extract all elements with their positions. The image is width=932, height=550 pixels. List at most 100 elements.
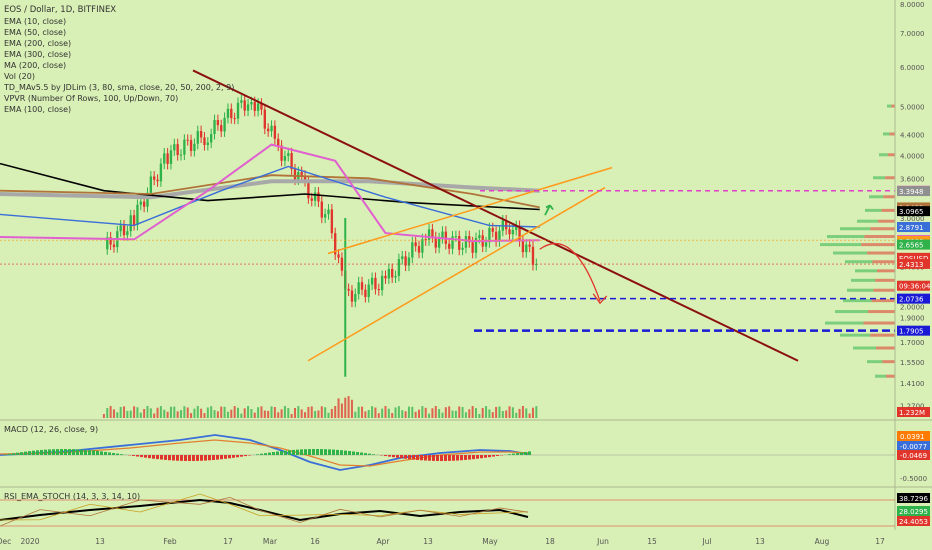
price-tag-text: 2.4313 (899, 261, 924, 269)
volume-profile-bar (869, 195, 884, 199)
macd-histogram-bar (260, 453, 263, 455)
macd-axis-label: -0.0469 (900, 452, 927, 460)
volume-bar (330, 408, 333, 418)
channel-upper-line[interactable] (327, 166, 613, 255)
volume-bar (317, 410, 320, 418)
candle (283, 156, 287, 161)
volume-bar (525, 408, 528, 418)
macd-pane[interactable]: 0.0391 -0.0077-0.0469 -0.5000 (0, 431, 930, 483)
price-tag: 09:36:04 (897, 280, 931, 291)
volume-bar (226, 411, 229, 418)
candle (417, 246, 421, 253)
volume-bar (293, 408, 296, 418)
price-tag-text: EOSUSD (899, 255, 928, 263)
macd-histogram-bar (416, 455, 419, 460)
volume-bar (176, 411, 179, 418)
candle (504, 220, 508, 230)
volume-bar (394, 407, 397, 418)
candle (437, 238, 441, 248)
volume-profile-bar (840, 227, 871, 231)
macd-histogram-bar (468, 455, 471, 460)
price-tag: 3.3948 (897, 186, 930, 197)
volume-bar (361, 406, 364, 418)
price-axis-label: 2.0000 (900, 304, 925, 312)
signal-line (0, 439, 529, 467)
candle (424, 239, 427, 241)
volume-bar (478, 413, 481, 418)
candle (277, 138, 280, 146)
macd-histogram-bar (120, 454, 123, 455)
macd-histogram-bar (452, 455, 455, 461)
candle (521, 241, 525, 253)
candle (236, 102, 240, 119)
macd-histogram-bar (156, 455, 159, 460)
price-axis-label: 5.0000 (900, 104, 925, 112)
volume-bar (501, 411, 504, 418)
volume-bar (451, 410, 454, 418)
volume-bar (320, 406, 323, 418)
volume-bar (444, 407, 447, 418)
candle (223, 117, 226, 132)
volume-bar (428, 413, 431, 418)
candle (474, 238, 478, 253)
volume-bar (458, 406, 461, 418)
study-legend: EOS / Dollar, 1D, BITFINEX EMA (10, clos… (3, 5, 234, 114)
volume-bar (277, 412, 280, 418)
time-axis-label: 15 (647, 537, 657, 546)
volume-bar (367, 410, 370, 418)
descending-trendline[interactable] (192, 69, 799, 362)
macd-histogram-bar (240, 455, 243, 457)
volume-profile-bar (833, 251, 868, 255)
macd-histogram-bar (360, 452, 363, 455)
price-tag-box (897, 325, 930, 336)
volume-bar (374, 407, 377, 418)
candle (169, 150, 173, 164)
candle (183, 139, 186, 155)
volume-bar (287, 408, 290, 418)
volume-bar (491, 412, 494, 418)
rsi-stoch-pane[interactable]: 38.7296 28.0295 24.4053 (0, 493, 930, 527)
macd-tag-box (897, 441, 930, 451)
channel-lower-line[interactable] (307, 186, 606, 362)
time-axis[interactable]: Dec 2020 13 Feb 17 Mar 16 Apr 13 May 18 Jun 15 Jul 13 A… (0, 537, 885, 546)
macd-histogram-bar (172, 455, 175, 461)
volume-profile-bar (870, 333, 895, 337)
candle (213, 120, 216, 135)
candle (367, 284, 370, 298)
macd-line (0, 434, 529, 471)
candle (173, 144, 176, 151)
macd-histogram-bar (348, 451, 351, 455)
candle (240, 100, 243, 103)
macd-histogram-bar (220, 455, 223, 460)
ma-200-line (0, 179, 540, 200)
macd-histogram-bar (212, 455, 215, 460)
projection-arrow (539, 243, 601, 302)
price-pane[interactable] (0, 69, 895, 418)
volume-bar (139, 412, 142, 418)
volume-bar (304, 412, 307, 418)
volume-bar (129, 410, 132, 418)
price-tag-text: 2.6565 (899, 242, 924, 250)
volume-bar (143, 409, 146, 418)
study-label: EMA (300, close) (4, 50, 71, 59)
volume-bar (384, 406, 387, 418)
candle (478, 235, 481, 239)
macd-histogram-bar (512, 453, 515, 455)
macd-histogram-bar (24, 451, 27, 455)
rsi-tag-box (897, 516, 930, 526)
price-axis-label: 3.0000 (900, 215, 925, 223)
candle (186, 139, 189, 141)
volume-bar (310, 406, 313, 418)
candle (431, 229, 434, 238)
macd-histogram-bar (228, 455, 231, 459)
volume-bar (508, 406, 511, 418)
time-axis-label: May (482, 537, 498, 546)
candle (290, 153, 293, 170)
macd-histogram-bar (56, 449, 59, 455)
macd-histogram-bar (392, 455, 395, 458)
candle (159, 163, 163, 182)
ema-10-line (0, 143, 540, 243)
volume-bar (273, 407, 276, 418)
candle (350, 290, 354, 302)
